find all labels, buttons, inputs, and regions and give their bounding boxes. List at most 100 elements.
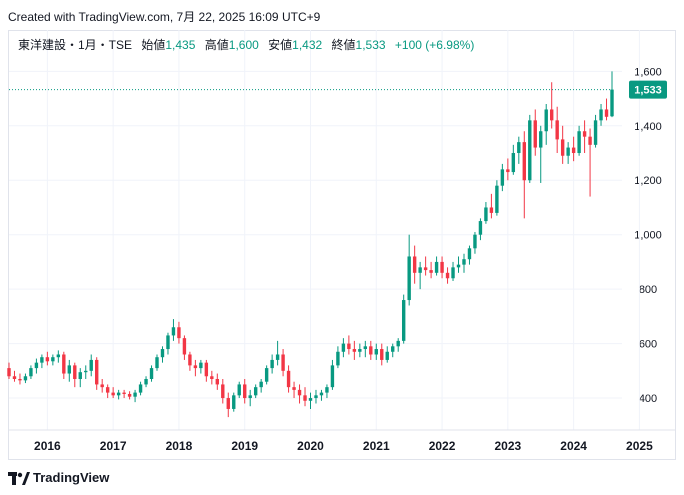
price-tag-label: 1,533 [634,85,662,97]
candle-body [51,357,55,362]
candle-body [522,142,526,181]
x-tick-label: 2018 [166,439,193,453]
candle-body [23,376,28,381]
close-value: 1,533 [355,38,386,52]
top-bar: Created with TradingView.com, 7月 22, 202… [0,0,684,30]
low-value: 1,432 [292,38,323,52]
y-tick-label: 1,200 [634,175,662,187]
candle-body [237,384,241,396]
candle-body [226,398,230,409]
candle-body [599,109,603,121]
candle-body [319,392,324,396]
candle-body [275,354,280,360]
candle-body [182,338,187,355]
candle-body [297,389,302,396]
ohlc-legend: 東洋建設・1月・TSE 始値1,435 高値1,600 安値1,432 終値1,… [18,36,474,53]
candle-body [407,256,411,301]
created-with-text: Created with TradingView.com, 7月 22, 202… [8,10,321,24]
candle-body [380,349,384,360]
x-tick-label: 2017 [100,439,127,453]
candle-body [116,392,121,396]
low-label: 安値 [268,38,293,52]
candle-body [325,387,329,393]
candle-body [314,395,318,399]
candle-body [144,378,148,385]
candle-body [341,343,346,352]
candle-body [555,120,559,140]
candle-body [188,354,192,366]
x-tick-label: 2024 [560,439,587,453]
candle-body [193,365,198,369]
candle-body [544,109,548,132]
candle-body [95,359,99,385]
candle-body [62,354,66,374]
x-tick-label: 2020 [297,439,324,453]
price-tag-box [629,80,667,99]
candle-body [456,264,461,268]
candle-body [347,343,351,350]
candle-body [122,392,126,394]
candle-body [292,387,296,390]
candle-body [18,378,22,381]
x-tick-label: 2016 [34,439,61,453]
candle-body [396,340,400,347]
candle-body [577,131,581,154]
candle-body [539,131,543,148]
candle-body [34,362,39,369]
x-tick-label: 2025 [626,439,653,453]
candle-body [303,395,307,401]
candle-body [12,376,17,379]
candle-body [550,109,554,121]
candle-body [210,376,214,379]
candle-body [528,120,532,181]
candle-body [160,349,165,358]
x-tick-label: 2021 [363,439,390,453]
candle-body [221,384,225,399]
candle-body [358,349,362,352]
candle-body [336,351,340,366]
candle-body [286,370,291,388]
candle-body [511,153,516,173]
candle-body [100,384,104,388]
candle-body [484,207,488,222]
candle-body [352,349,357,352]
open-value: 1,435 [165,38,196,52]
candle-body [445,272,450,279]
candle-body [429,270,433,273]
high-value: 1,600 [228,38,259,52]
y-tick-label: 800 [639,284,657,296]
high-label: 高値 [204,38,229,52]
candle-body [133,392,137,397]
candle-body [412,256,417,273]
y-tick-label: 1,600 [634,66,662,78]
candle-body [270,359,274,369]
candle-body [29,368,33,377]
close-label: 終値 [331,38,356,52]
candle-body [138,384,143,393]
symbol-title: 東洋建設・1月・TSE [18,38,133,52]
candle-body [40,357,44,363]
candle-body [401,300,406,341]
candle-body [500,169,505,186]
candle-body [467,248,472,260]
candle-body [462,259,466,265]
candle-body [253,387,258,396]
y-tick-label: 400 [639,393,657,405]
candle-body [495,185,499,213]
candle-body [451,267,455,279]
tradingview-brand: TradingView [33,470,110,485]
candle-body [264,368,269,382]
candle-body [363,346,368,350]
candle-body [232,395,236,409]
candle-body [434,261,439,273]
candle-body [593,120,598,145]
candle-body [248,395,252,399]
candle-body [566,147,570,156]
candle-body [73,365,77,379]
candle-body [204,362,209,377]
x-tick-label: 2022 [429,439,456,453]
candle-body [45,357,50,362]
candle-body [610,89,614,117]
candle-body [369,346,373,355]
